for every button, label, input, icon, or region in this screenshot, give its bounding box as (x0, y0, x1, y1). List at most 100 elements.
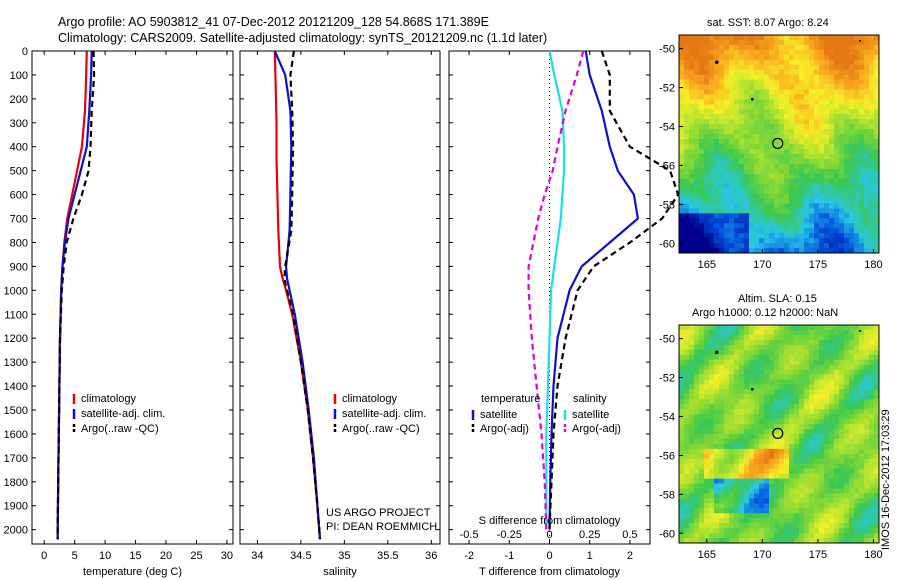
sla-map-cell (754, 523, 760, 529)
sst-map-cell (874, 193, 880, 199)
sla-map-cell (809, 443, 815, 450)
sst-map-cell (754, 193, 760, 199)
sla-map-cell (714, 384, 720, 390)
sla-map-cell (749, 513, 755, 519)
sla-map-cell (684, 379, 690, 385)
sla-map-cell (839, 518, 845, 524)
sla-map-cell (759, 518, 765, 524)
sst-map-cell (819, 188, 825, 194)
sst-map-cell (784, 183, 790, 189)
sst-map-cell (744, 183, 750, 189)
sst-map-cell (809, 223, 815, 229)
sst-map-cell (814, 35, 820, 41)
sla-map-cell (734, 334, 740, 341)
sla-map-cell (684, 389, 690, 395)
sla-map-cell (844, 424, 850, 430)
sst-map-panel: sat. SST: 8.07 Argo: 8.24 -50-52-54-56-5… (659, 17, 883, 271)
sst-map-cell (864, 129, 870, 135)
sla-map-cell (714, 488, 720, 494)
sla-map-cell (734, 473, 740, 479)
sst-map-cell (764, 104, 770, 110)
sst-map-cell (694, 39, 700, 46)
sla-map-cell (684, 359, 690, 366)
salinity-annotation-line1: US ARGO PROJECT (326, 507, 431, 519)
sst-map-cell (809, 49, 815, 56)
sla-map-cell (739, 508, 745, 514)
sla-map-cell (739, 409, 745, 415)
sla-map-cell (749, 399, 755, 405)
sla-map-cell (689, 369, 695, 375)
sla-map-cell (704, 344, 710, 351)
sst-map-cell (734, 114, 740, 120)
sla-map-cell (789, 538, 795, 544)
sla-map-cell (784, 344, 790, 351)
sst-map-cell (809, 139, 815, 145)
sla-map-cell (869, 523, 875, 529)
sla-map-cell (699, 424, 705, 430)
sst-map-cell (739, 233, 745, 239)
sla-map-cell (834, 468, 840, 475)
sla-map-cell (744, 528, 750, 534)
sst-map-cell (749, 148, 755, 155)
sla-map-cell (694, 344, 700, 351)
sla-map-cell (854, 404, 860, 410)
sst-map-cell (784, 89, 790, 95)
sla-map-cell (829, 528, 835, 534)
sla-map-cell (769, 374, 775, 380)
sla-map-cell (834, 339, 840, 346)
sla-map-cell (699, 468, 705, 475)
island-dot (859, 39, 862, 42)
sla-map-cell (739, 374, 745, 380)
sla-map-cell (804, 518, 810, 524)
sst-map-cell (859, 104, 865, 110)
sla-map-cell (839, 349, 845, 356)
sst-map-cell (839, 228, 845, 234)
sla-map-cell (699, 478, 705, 484)
sst-map-cell (689, 243, 695, 249)
sst-map-cell (709, 35, 715, 41)
sla-map-cell (864, 518, 870, 524)
sla-map-cell (829, 409, 835, 415)
sst-map-cell (834, 223, 840, 229)
sla-map-cell (859, 503, 865, 509)
sst-map-cell (744, 35, 750, 41)
sla-map-cell (849, 424, 855, 430)
sst-map-cell (774, 228, 780, 234)
sla-map-cell (749, 448, 755, 455)
sst-map-ytick-label: -52 (659, 83, 675, 95)
sst-map-cell (804, 168, 810, 175)
sst-map-cell (734, 49, 740, 56)
sst-map-cell (739, 124, 745, 130)
sst-map-cell (694, 188, 700, 194)
sst-map-cell (719, 114, 725, 120)
sla-map-cell (829, 503, 835, 509)
sst-map-cell (849, 198, 855, 204)
sst-map-cell (799, 94, 805, 100)
sla-map-cell (874, 359, 880, 366)
sla-map-cell (684, 419, 690, 425)
sla-map-cell (824, 528, 830, 534)
sla-map-cell (864, 349, 870, 356)
sla-map-cell (814, 538, 820, 544)
sla-map-cell (844, 483, 850, 489)
sst-map-cell (834, 248, 840, 254)
sst-map-cell (869, 158, 875, 165)
sla-map-cell (874, 384, 880, 390)
sst-map-cell (799, 198, 805, 204)
sla-map-cell (734, 404, 740, 410)
sst-map-cell (694, 153, 700, 160)
sst-map-cell (804, 39, 810, 46)
sla-map-cell (794, 349, 800, 356)
sla-map-cell (744, 483, 750, 489)
sla-map-cell (749, 473, 755, 479)
sla-map-cell (734, 354, 740, 361)
sst-map-cell (809, 248, 815, 254)
sst-map-cell (804, 248, 810, 254)
sla-map-cell (844, 329, 850, 336)
sla-map-cell (869, 448, 875, 455)
sst-map-cell (704, 84, 710, 90)
sst-map-cell (824, 173, 830, 180)
sst-map-cell (704, 158, 710, 165)
sst-map-cell (864, 248, 870, 254)
sla-map-cell (709, 369, 715, 375)
